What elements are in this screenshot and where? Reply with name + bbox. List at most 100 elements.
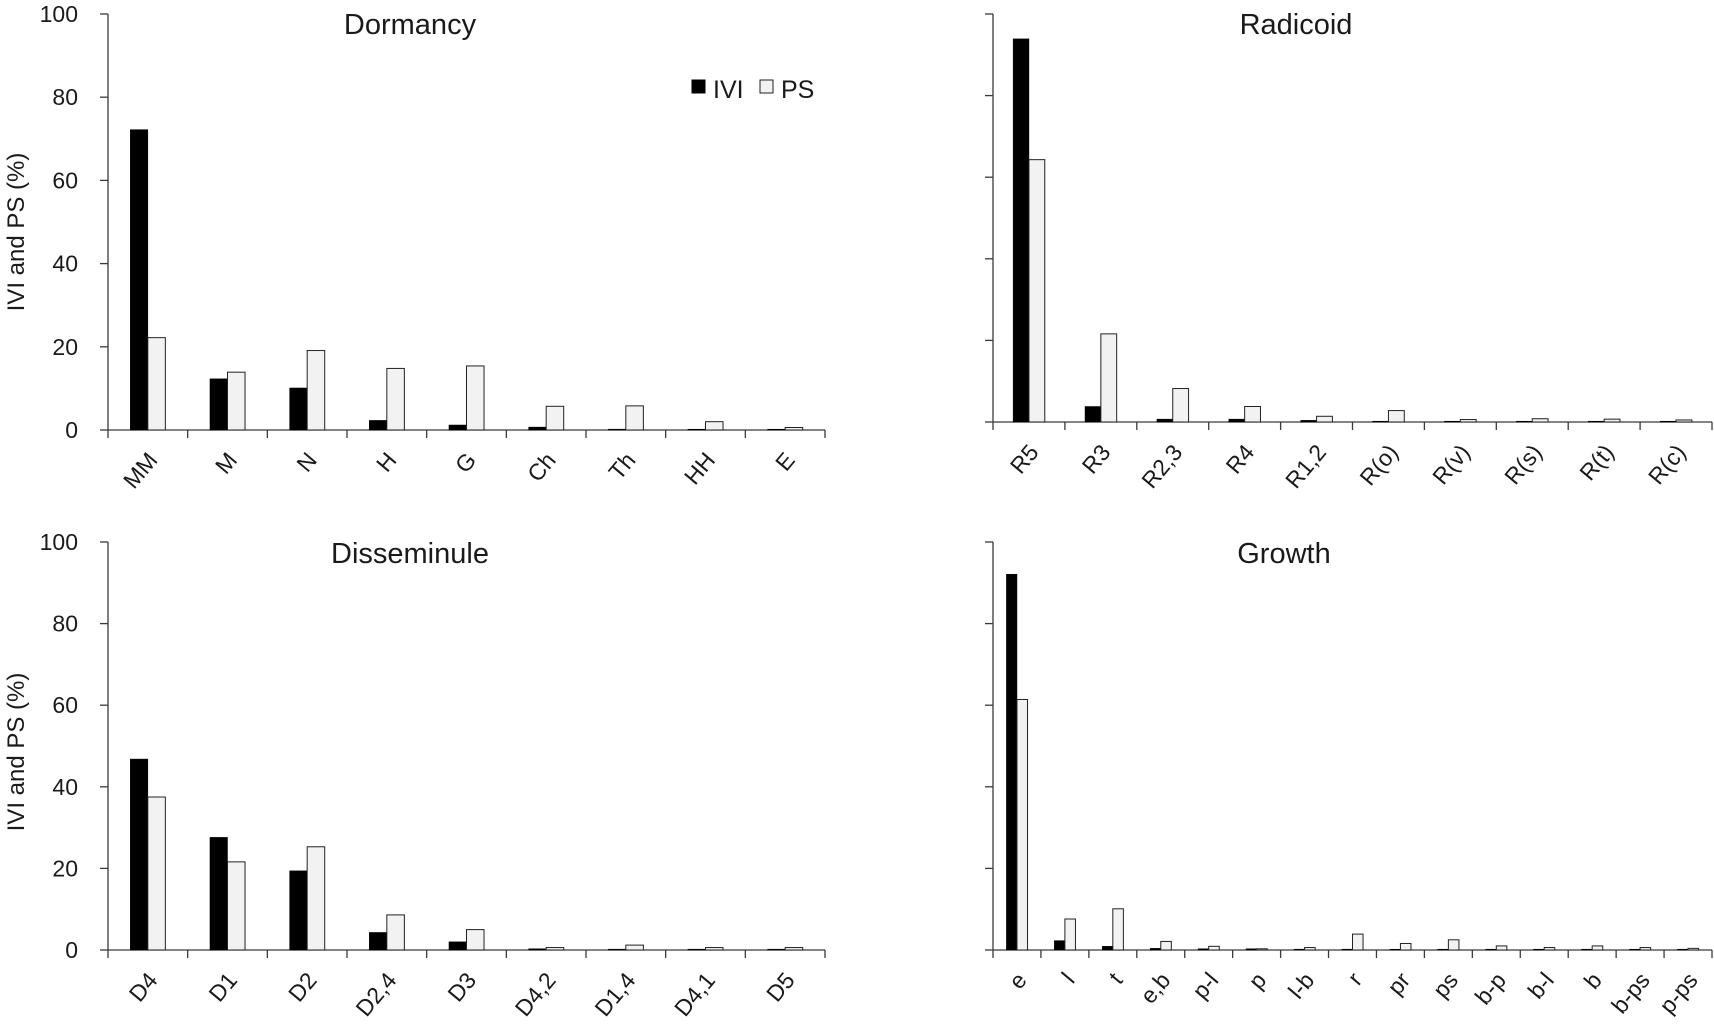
y-axis-label: IVI and PS (%): [3, 153, 30, 312]
x-tick-label: R(o): [1354, 439, 1403, 490]
bar-ps-5: [1387, 410, 1405, 423]
bar-ivi-9: [1437, 948, 1449, 951]
bar-ps-0: [147, 337, 166, 431]
panel-disseminule: Disseminule IVI and PS (%) 0 20 40 60 80 100 D…: [3, 529, 826, 1021]
panel-title: Disseminule: [331, 538, 489, 570]
bar-ivi-7: [687, 428, 706, 431]
x-tick-label: p-l: [1187, 967, 1223, 1003]
bar-ivi-4: [448, 424, 467, 431]
y-tick-label: 100: [40, 529, 78, 555]
bar-ivi-7: [687, 948, 706, 951]
y-tick-label: 40: [52, 774, 78, 800]
bar-ivi-3: [369, 420, 388, 431]
bar-ps-3: [1244, 406, 1261, 423]
bar-ps-8: [1603, 418, 1621, 423]
y-tick-label: 100: [40, 1, 78, 27]
x-tick-label: l: [1056, 967, 1079, 988]
bar-ps-6: [1304, 947, 1316, 951]
y-tick-label: 20: [52, 334, 78, 360]
panel-growth: Growth e l t e,b p-l p l-b r pr ps b-p b-l b b-ps p-ps: [985, 538, 1713, 1018]
x-tick-label: G: [450, 447, 481, 477]
bar-ps-9: [1447, 939, 1460, 951]
x-tick-label: HH: [679, 447, 720, 489]
x-tick-label: p-ps: [1654, 967, 1703, 1018]
bar-ps-0: [147, 796, 166, 951]
bar-ps-3: [1160, 940, 1172, 951]
bar-ivi-14: [1677, 948, 1689, 951]
bar-ivi-6: [608, 948, 627, 951]
panel-title: Radicoid: [1240, 9, 1353, 41]
x-tick-label: D2,4: [350, 967, 401, 1021]
bar-ps-4: [1208, 945, 1220, 951]
x-tick-label: b-p: [1470, 967, 1511, 1009]
bar-ps-5: [1256, 948, 1268, 951]
bar-ps-1: [227, 371, 246, 431]
x-tick-label: M: [210, 447, 242, 478]
x-tick-label: R(v): [1427, 439, 1475, 489]
panel-dormancy: Dormancy IVI and PS (%) IVI PS 0 20 40 60 80…: [3, 1, 826, 493]
bar-ps-1: [1064, 918, 1076, 951]
legend-label-ivi: IVI: [713, 76, 744, 104]
bar-ivi-2: [1156, 418, 1174, 423]
y-tick-label: 0: [65, 937, 78, 963]
bar-ps-14: [1687, 947, 1700, 951]
x-tick-label: R(c): [1643, 439, 1691, 489]
bar-ps-6: [625, 405, 644, 431]
bar-ivi-0: [130, 129, 149, 431]
bar-ivi-8: [767, 948, 786, 951]
bar-ps-4: [466, 929, 485, 951]
x-tick-label: H: [371, 447, 402, 476]
bar-ps-10: [1495, 945, 1508, 951]
x-tick-label: b-l: [1523, 967, 1559, 1003]
x-tick-label: N: [291, 447, 322, 476]
bar-ivi-4: [1300, 420, 1317, 423]
bar-ivi-13: [1629, 948, 1641, 951]
bar-ivi-0: [1012, 38, 1030, 423]
x-tick-label: t: [1104, 967, 1128, 989]
x-tick-label: R(t): [1574, 439, 1619, 485]
x-tick-label: b-ps: [1606, 967, 1655, 1018]
bar-ivi-4: [1197, 948, 1209, 951]
x-tick-label: l-b: [1283, 967, 1319, 1003]
bar-ivi-4: [448, 941, 467, 951]
bar-ps-7: [705, 947, 724, 951]
bar-ps-4: [1316, 415, 1333, 423]
x-tick-label: R(s): [1499, 439, 1547, 489]
x-tick-label: e: [1004, 967, 1032, 994]
bar-ps-4: [466, 365, 485, 431]
bar-ps-6: [1459, 419, 1477, 423]
bar-ivi-11: [1533, 948, 1545, 951]
legend-label-ps: PS: [781, 76, 814, 104]
x-tick-label: R4: [1221, 439, 1260, 478]
y-tick-label: 80: [52, 84, 78, 110]
bar-ps-8: [784, 947, 804, 951]
bar-ps-13: [1639, 947, 1652, 951]
bar-ivi-10: [1485, 948, 1497, 951]
legend-swatch-ivi: [691, 79, 706, 94]
bar-ps-12: [1591, 945, 1604, 951]
x-tick-label: D5: [761, 967, 800, 1006]
panel-title: Dormancy: [344, 9, 477, 41]
bar-ps-5: [545, 405, 565, 431]
y-tick-label: 60: [52, 167, 78, 193]
bar-ivi-6: [608, 428, 627, 431]
bar-ps-2: [306, 350, 326, 431]
bar-ivi-3: [369, 932, 388, 951]
bar-ivi-6: [1444, 420, 1461, 423]
x-tick-label: D1: [203, 967, 242, 1006]
y-tick-label: 20: [52, 855, 78, 881]
bar-ivi-5: [528, 948, 547, 951]
bar-ivi-7: [1341, 948, 1353, 951]
panel-title: Growth: [1237, 538, 1330, 570]
bar-ps-7: [1352, 933, 1364, 951]
bar-ps-5: [545, 947, 565, 951]
bar-ps-11: [1543, 947, 1556, 951]
x-tick-label: R5: [1005, 439, 1044, 478]
bar-ivi-5: [1245, 948, 1257, 951]
bar-ivi-8: [1389, 948, 1401, 951]
x-tick-label: D4: [124, 967, 163, 1006]
bar-ivi-8: [767, 428, 786, 431]
bar-ps-8: [1399, 942, 1412, 951]
legend-swatch-ps: [759, 79, 774, 94]
